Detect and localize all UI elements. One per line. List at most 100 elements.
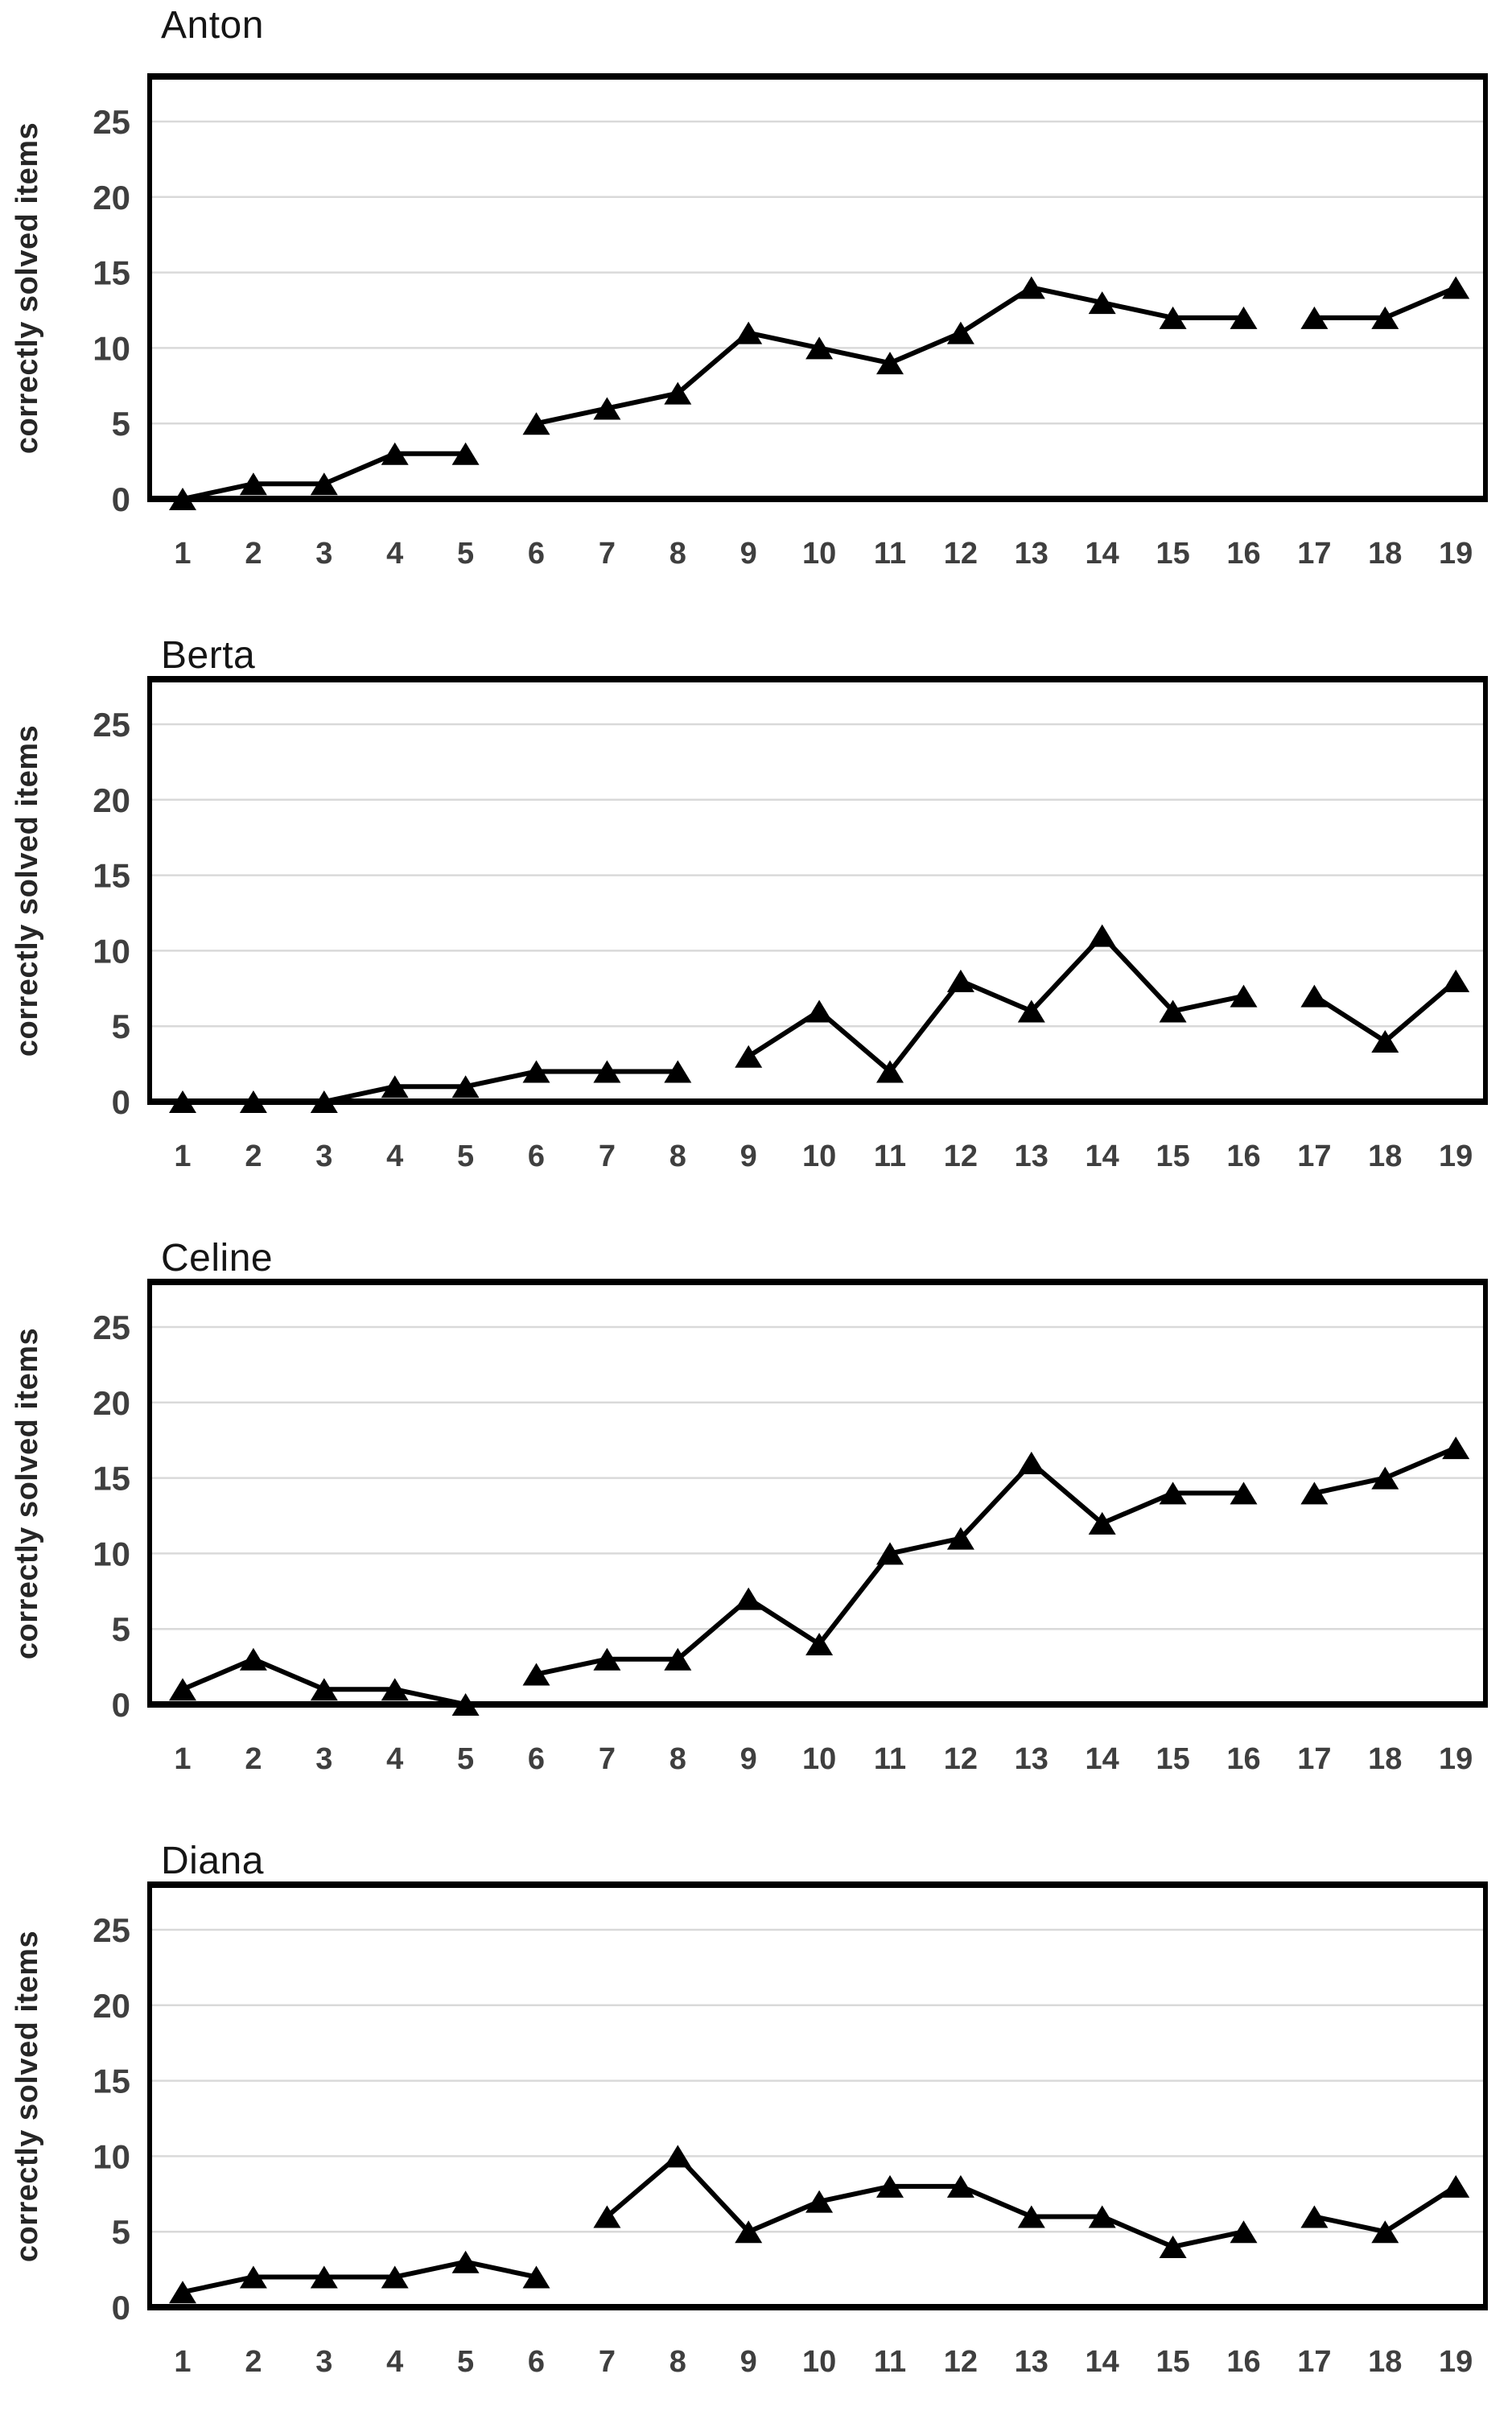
y-axis-title: correctly solved items — [10, 1328, 44, 1659]
x-tick-label: 10 — [802, 1742, 836, 1776]
y-tick-label: 10 — [93, 329, 130, 367]
x-tick-label: 6 — [528, 2345, 545, 2379]
data-point-marker — [239, 1090, 267, 1113]
data-point-marker — [522, 1060, 550, 1083]
x-tick-label: 14 — [1086, 537, 1119, 571]
data-point-marker — [664, 1060, 692, 1083]
x-tick-label: 17 — [1297, 537, 1331, 571]
x-tick-label: 19 — [1439, 1742, 1473, 1776]
data-point-marker — [1300, 2205, 1329, 2228]
x-tick-label: 4 — [386, 2345, 403, 2379]
x-tick-label: 19 — [1439, 537, 1473, 571]
data-point-marker — [735, 1587, 763, 1610]
x-tick-label: 12 — [944, 2345, 978, 2379]
data-point-marker — [1017, 1451, 1045, 1474]
data-point-marker — [451, 1693, 480, 1716]
data-point-marker — [1230, 2220, 1258, 2244]
data-point-marker — [735, 321, 763, 344]
data-point-marker — [735, 2220, 763, 2244]
data-point-marker — [1088, 924, 1116, 947]
data-point-marker — [1088, 2205, 1116, 2228]
data-point-marker — [1442, 1436, 1470, 1460]
x-tick-label: 5 — [457, 1742, 474, 1776]
x-tick-label: 8 — [669, 1742, 686, 1776]
data-point-marker — [169, 1090, 196, 1113]
data-point-marker — [805, 999, 834, 1023]
data-point-marker — [451, 1075, 480, 1098]
data-point-marker — [310, 2265, 338, 2289]
series-line-segment — [604, 2153, 1246, 2249]
y-tick-label: 15 — [93, 1460, 130, 1498]
x-tick-label: 9 — [740, 537, 757, 571]
y-tick-label: 20 — [93, 1987, 130, 2025]
y-tick-label: 5 — [112, 405, 130, 443]
data-point-marker — [1017, 2205, 1045, 2228]
data-point-marker — [239, 472, 267, 496]
x-tick-label: 15 — [1156, 537, 1189, 571]
x-tick-label: 2 — [245, 537, 262, 571]
x-tick-label: 9 — [740, 2345, 757, 2379]
data-point-marker — [169, 2281, 196, 2304]
x-tick-label: 13 — [1015, 2345, 1049, 2379]
data-point-marker — [239, 1647, 267, 1671]
series-line-segment — [534, 1460, 1246, 1677]
x-tick-label: 5 — [457, 537, 474, 571]
x-tick-label: 3 — [315, 2345, 332, 2379]
x-tick-label: 16 — [1226, 1742, 1260, 1776]
y-tick-label: 15 — [93, 2063, 130, 2100]
chart-block-celine: Celine correctly solved items 0 5 10 15 20 25… — [0, 1206, 1512, 1808]
x-tick-label: 19 — [1439, 2345, 1473, 2379]
x-tick-label: 9 — [740, 1140, 757, 1173]
y-axis-title: correctly solved items — [10, 725, 44, 1057]
x-tick-label: 13 — [1015, 1140, 1049, 1173]
x-tick-label: 1 — [174, 1742, 191, 1776]
x-tick-label: 4 — [386, 1140, 403, 1173]
x-tick-label: 16 — [1226, 537, 1260, 571]
x-tick-label: 7 — [599, 537, 616, 571]
data-point-marker — [876, 1060, 904, 1083]
y-tick-label: 5 — [112, 1610, 130, 1648]
data-point-marker — [310, 472, 338, 496]
data-point-marker — [1159, 2235, 1187, 2258]
chart-block-anton: Anton correctly solved items 0 5 10 15 20 25 1… — [0, 0, 1512, 603]
x-tick-label: 2 — [245, 2345, 262, 2379]
x-tick-label: 4 — [386, 1742, 403, 1776]
y-tick-label: 25 — [93, 103, 130, 141]
data-point-marker — [664, 1647, 692, 1671]
chart-block-berta: Berta correctly solved items 0 5 10 15 20 25 1… — [0, 603, 1512, 1206]
x-tick-label: 3 — [315, 537, 332, 571]
x-tick-label: 8 — [669, 537, 686, 571]
x-tick-label: 6 — [528, 1742, 545, 1776]
y-tick-label: 20 — [93, 1384, 130, 1422]
data-point-marker — [522, 412, 550, 435]
y-tick-label: 10 — [93, 2137, 130, 2175]
y-tick-label: 5 — [112, 1008, 130, 1045]
x-tick-label: 12 — [944, 537, 978, 571]
data-point-marker — [876, 1542, 904, 1565]
data-point-marker — [381, 1075, 409, 1098]
y-axis-title: correctly solved items — [10, 122, 44, 454]
data-point-marker — [169, 1678, 196, 1701]
data-point-marker — [1230, 984, 1258, 1008]
data-point-marker — [1371, 1029, 1399, 1053]
data-point-marker — [1371, 1466, 1399, 1490]
x-tick-label: 18 — [1368, 1140, 1402, 1173]
data-point-marker — [593, 1647, 621, 1671]
data-point-marker — [876, 352, 904, 375]
y-tick-label: 10 — [93, 932, 130, 970]
x-tick-label: 2 — [245, 1140, 262, 1173]
data-point-marker — [1088, 1511, 1116, 1535]
x-tick-label: 11 — [874, 1140, 906, 1173]
x-tick-label: 8 — [669, 2345, 686, 2379]
data-point-marker — [805, 1632, 834, 1655]
chart-title-diana: Diana — [161, 1840, 264, 1882]
x-tick-label: 18 — [1368, 1742, 1402, 1776]
data-point-marker — [593, 2205, 621, 2228]
data-point-marker — [1159, 306, 1187, 329]
x-tick-label: 15 — [1156, 2345, 1189, 2379]
data-point-marker — [946, 321, 974, 344]
data-point-marker — [805, 336, 834, 360]
y-tick-label: 10 — [93, 1535, 130, 1572]
chart-title-berta: Berta — [161, 634, 256, 677]
x-tick-label: 1 — [174, 2345, 191, 2379]
